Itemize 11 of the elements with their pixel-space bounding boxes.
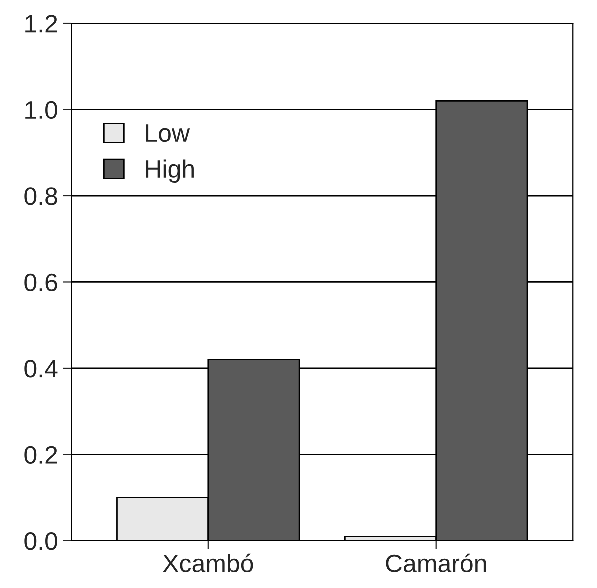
y-tick-label: 0.0 — [24, 532, 58, 550]
y-tick-label: 0.6 — [24, 274, 58, 292]
y-tick-label: 0.8 — [24, 188, 58, 206]
y-tick-label: 1.2 — [26, 15, 58, 33]
legend-label: High — [146, 160, 194, 184]
y-tick-label: 0.4 — [24, 360, 58, 378]
x-tick-label: Camarón — [386, 554, 486, 573]
y-tick-label: 1.0 — [26, 101, 58, 120]
legend-label: Low — [146, 124, 190, 142]
y-tick-label: 0.2 — [24, 446, 58, 464]
x-tick-label: Xcambó — [163, 554, 254, 573]
